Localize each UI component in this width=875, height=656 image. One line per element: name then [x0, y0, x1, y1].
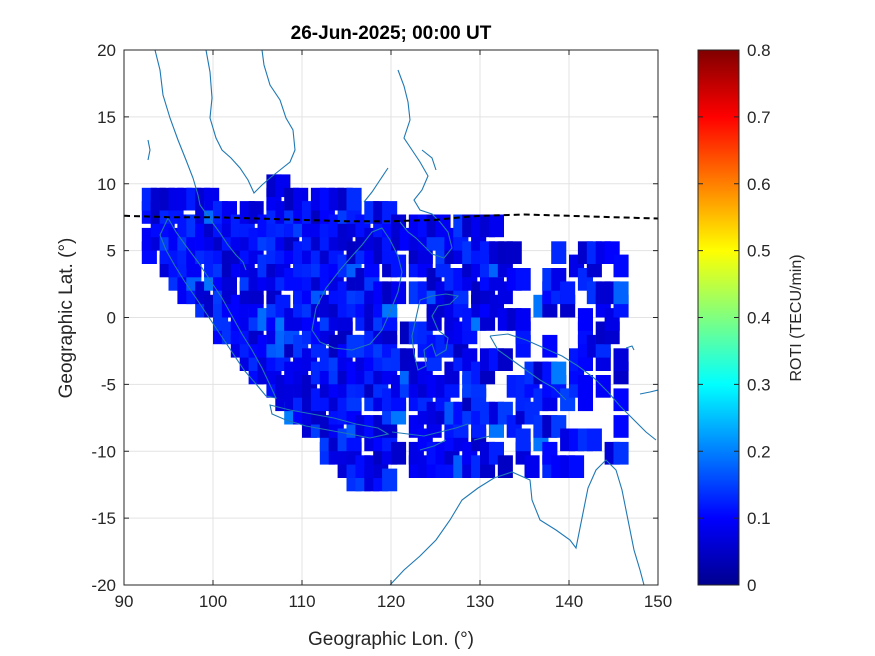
roti-cell [613, 441, 629, 465]
y-tick-label: 10 [97, 175, 116, 194]
roti-cell [551, 361, 567, 385]
roti-cell [542, 334, 558, 358]
roti-cell [497, 455, 513, 478]
colorbar: 0 0.1 0.2 0.3 0.4 0.5 0.6 0.7 0.8 ROTI (TECU/min… [697, 41, 805, 595]
roti-cell [595, 375, 611, 398]
roti-cell [613, 281, 629, 305]
coastline-new-guinea [489, 333, 657, 441]
coastline-small-islands [147, 139, 658, 395]
y-tick-label: 0 [107, 309, 116, 328]
roti-cell [515, 268, 531, 291]
y-tick-label: 5 [107, 242, 116, 261]
x-tick-label: 110 [288, 592, 315, 611]
roti-cell [506, 241, 522, 264]
roti-cell [524, 455, 540, 478]
coastline-philippines [363, 69, 453, 259]
chart-title: 26-Jun-2025; 00:00 UT [291, 23, 492, 44]
roti-cell [551, 241, 567, 264]
coastline-borneo [311, 227, 403, 351]
colorbar-tick-label: 0.1 [747, 509, 771, 528]
roti-cell [382, 468, 398, 492]
roti-cell [488, 214, 504, 238]
roti-cell [613, 348, 629, 371]
colorbar-tick-label: 0 [747, 576, 756, 595]
x-tick-label: 130 [466, 592, 494, 611]
x-tick-label: 120 [377, 592, 405, 611]
roti-cell [577, 308, 593, 331]
x-tick-label: 150 [644, 592, 672, 611]
x-tick-label: 100 [199, 592, 227, 611]
roti-cell [560, 281, 576, 305]
y-axis-label: Geographic Lat. (°) [56, 238, 77, 399]
roti-cell [577, 375, 593, 398]
roti-cell [515, 308, 531, 331]
roti-cell [391, 281, 407, 305]
y-tick-label: -20 [91, 576, 116, 595]
roti-cell [613, 388, 629, 412]
colorbar-tick-label: 0.6 [747, 175, 771, 194]
coastline-australia [389, 459, 645, 585]
y-tick-label: 15 [97, 108, 116, 127]
coastline-java [269, 404, 390, 439]
coastline-mainland-asia [154, 50, 296, 271]
roti-cell [569, 455, 585, 478]
y-tick-label: -10 [91, 442, 116, 461]
roti-cell [613, 415, 629, 438]
y-tick-label: -5 [101, 375, 116, 394]
colorbar-tick-label: 0.2 [747, 442, 771, 461]
coastline-sulawesi [411, 293, 460, 371]
roti-cell [497, 348, 513, 371]
roti-cell [613, 254, 629, 278]
coastline-sumatra [159, 216, 277, 399]
colorbar-tick-label: 0.3 [747, 375, 771, 394]
x-axis-label: Geographic Lon. (°) [308, 629, 474, 650]
coastlines [147, 50, 658, 585]
colorbar-label: ROTI (TECU/min) [788, 254, 805, 381]
y-tick-label: 20 [97, 41, 116, 60]
x-tick-label: 140 [555, 592, 583, 611]
coastline-lesser-sunda [391, 423, 491, 451]
roti-cell [586, 428, 602, 452]
x-axis-ticks: 90 100 110 120 130 140 150 [115, 50, 672, 611]
colorbar-tick-label: 0.7 [747, 108, 771, 127]
colorbar-tick-label: 0.4 [747, 309, 771, 328]
roti-cell [391, 441, 407, 465]
colorbar-tick-label: 0.5 [747, 242, 771, 261]
roti-cell [515, 428, 531, 452]
y-axis-ticks: 20 15 10 5 0 -5 -10 -15 -20 [91, 41, 658, 595]
roti-cell [346, 187, 362, 211]
colorbar-gradient [697, 49, 740, 586]
x-tick-label: 90 [115, 592, 134, 611]
colorbar-ticks: 0 0.1 0.2 0.3 0.4 0.5 0.6 0.7 0.8 [698, 41, 771, 595]
y-tick-label: -15 [91, 509, 116, 528]
colorbar-tick-label: 0.8 [747, 41, 771, 60]
roti-cells [141, 174, 629, 492]
